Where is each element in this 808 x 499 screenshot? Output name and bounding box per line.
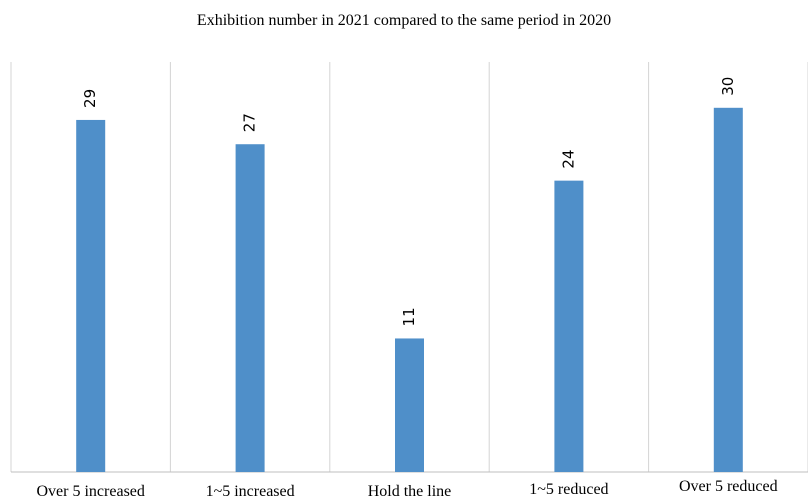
data-label-4: 30 [719,77,737,96]
bar-4 [713,107,743,473]
x-tick-labels: Over 5 increased 1~5 increased Hold the li… [37,478,778,499]
data-label-0: 29 [81,89,99,108]
data-label-3: 24 [559,150,577,169]
x-tick-label-3: 1~5 reduced [529,481,608,498]
data-label-1: 27 [241,113,259,132]
data-labels: 29 27 11 24 30 [81,77,737,327]
x-tick-label-0: Over 5 increased [37,483,145,499]
x-tick-label-1: 1~5 increased [206,483,295,499]
bar-1 [235,144,265,472]
bar-0 [76,119,106,472]
bar-3 [554,180,584,472]
bar-2 [395,338,424,472]
x-tick-label-4: Over 5 reduced [679,478,778,495]
data-label-2: 11 [400,307,418,326]
bars [76,107,743,473]
x-tick-label-2: Hold the line [368,483,452,499]
grid-lines [10,62,808,473]
chart-title: Exhibition number in 2021 compared to th… [196,12,612,29]
